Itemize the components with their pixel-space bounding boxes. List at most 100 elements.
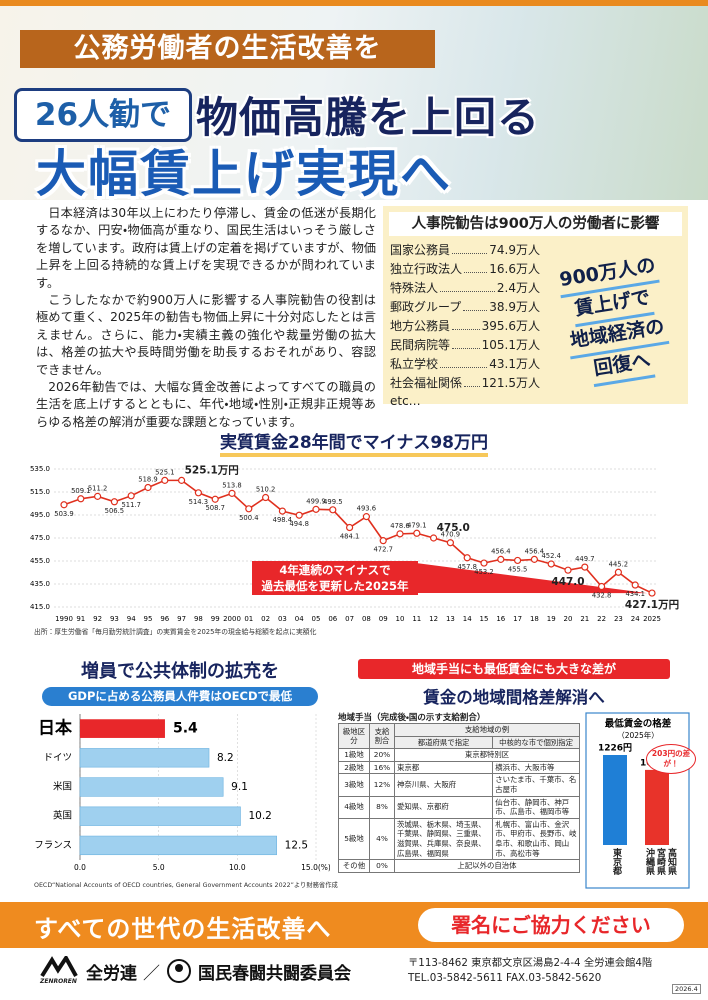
point: [648, 589, 656, 597]
x-tick-label: 2000: [223, 615, 241, 623]
table-header-row: 級地区分 支給割合 支給地域の例: [338, 722, 580, 750]
impact-row: 私立学校 43.1万人: [390, 354, 540, 373]
zenroren-logo: ZENROREN: [40, 954, 80, 986]
value-label: 500.4: [239, 514, 258, 522]
y-tick-label: 435.0: [30, 580, 50, 588]
table-header: 支給割合: [369, 722, 395, 750]
value-label: 5.4: [173, 721, 198, 737]
table-cell: 札幌市、富山市、金沢市、甲府市、長野市、岐阜市、和歌山市、岡山市、高松市等: [492, 817, 580, 861]
value-label: 511.7: [121, 501, 140, 509]
bar: [80, 719, 165, 738]
impact-row: 社会福祉関係 121.5万人: [390, 373, 540, 392]
x-tick-label: 04: [295, 615, 304, 623]
x-tick-label: 19: [547, 615, 556, 623]
intro: 日本経済は30年以上にわたり停滞し、賃金の低迷が長期化するなか、円安・物価高が重…: [36, 205, 376, 431]
value-label: 503.9: [54, 510, 73, 518]
category-label: 日本: [38, 718, 73, 739]
table-row: 5級地 4% 茨城県、栃木県、埼玉県、千葉県、静岡県、三重県、滋賀県、兵庫県、奈良県…: [338, 817, 580, 861]
bar: [79, 806, 241, 826]
impact-value: 16.6万人: [489, 262, 540, 276]
impact-row: 地方公務員 395.6万人: [390, 316, 540, 335]
chart-subtitle: （2025年）: [617, 730, 659, 740]
y-tick-label: 495.0: [30, 511, 50, 519]
table-cell: 神奈川県、大阪府: [393, 773, 494, 797]
x-tick-label: 99: [211, 615, 220, 623]
value-label: 1226円: [598, 743, 632, 754]
x-tick-label: 94: [127, 615, 136, 623]
y-tick-label: 415.0: [30, 603, 50, 611]
value-label: 452.4: [541, 552, 560, 560]
impact-value: 395.6万人: [481, 319, 540, 333]
value-label: 478.6: [390, 522, 409, 530]
chart-title-text: 実質賃金28年間でマイナス98万円: [220, 433, 488, 457]
value-label: 475.0: [437, 522, 470, 534]
x-tick-label: 05: [312, 615, 321, 623]
value-label: 494.8: [289, 520, 308, 528]
table-cell: その他: [338, 859, 370, 873]
x-tick-label: 08: [362, 615, 371, 623]
leader: [463, 302, 488, 311]
value-label: 479.1: [407, 521, 426, 529]
organization: 全労連: [86, 963, 137, 984]
table-cell: 仙台市、静岡市、神戸市、広島市、福岡市等: [492, 795, 580, 819]
value-label: 470.9: [441, 531, 460, 539]
value-label: 472.7: [373, 546, 392, 554]
x-tick-label: 13: [446, 615, 455, 623]
banner: 地域手当にも最低賃金にも大きな差が: [358, 659, 670, 679]
x-tick-label: 15.0(%): [301, 863, 330, 872]
leader: [452, 321, 480, 330]
x-tick-label: 07: [345, 615, 354, 623]
point: [631, 581, 639, 589]
table-cell: 愛知県、京都府: [393, 795, 494, 819]
x-tick-label: 06: [328, 615, 337, 623]
impact-label: 国家公務員: [390, 243, 451, 257]
paragraph: 日本経済は30年以上にわたり停滞し、賃金の低迷が長期化するなか、円安・物価高が重…: [36, 206, 376, 290]
y-tick-label: 455.0: [30, 557, 50, 565]
petition-button: 署名にご協力ください: [418, 908, 684, 942]
point: [362, 513, 370, 521]
section-title: 賃金の地域間格差解消へ: [423, 688, 605, 707]
value-label: 525.1: [155, 468, 174, 476]
table-header-row: 都道府県で指定 中核的な市で個別指定: [339, 735, 580, 750]
x-tick-label: 15: [480, 615, 489, 623]
point: [161, 476, 169, 484]
point: [110, 498, 119, 506]
value-label: 449.7: [575, 555, 594, 563]
chart-title: 実質賃金28年間でマイナス98万円: [0, 428, 708, 457]
table-cell: 4級地: [338, 795, 370, 819]
chart-subtitle: GDPに占める公務員人件費はOECDで最低: [42, 687, 318, 706]
x-tick-label: 17: [513, 615, 522, 623]
point: [614, 568, 623, 576]
point: [312, 505, 320, 513]
x-tick-label: 22: [597, 615, 606, 623]
value-label: 499.9: [306, 497, 325, 505]
point: [497, 555, 505, 563]
value-label: 511.2: [88, 484, 107, 492]
table-cell: 横浜市、大阪市等: [492, 760, 580, 775]
table-cell: 東京都: [393, 760, 494, 775]
point: [329, 506, 337, 514]
table-cell: 5級地: [338, 817, 370, 861]
point: [530, 555, 539, 563]
value-label: 12.5: [285, 839, 308, 851]
impact-value: 43.1万人: [489, 357, 540, 371]
allowance-table: 級地区分 支給割合 支給地域の例 都道府県で指定 中核的な市で個別指定 1級地 20% 東京都…: [338, 722, 580, 873]
impact-box: [383, 206, 688, 404]
chart-title: 最低賃金の格差: [605, 718, 672, 730]
organization: 国民春闘共闘委員会: [198, 963, 351, 984]
point: [178, 476, 186, 484]
category-label: 米国: [53, 781, 72, 793]
impact-value: 2.4万人: [496, 281, 540, 295]
point: [211, 495, 219, 503]
logos: ZENROREN 全労連 ／ 国民春闘共闘委員会: [40, 954, 351, 986]
x-tick-label: 2025: [643, 615, 661, 623]
table-cell: 8%: [369, 795, 395, 819]
x-tick-label: 11: [412, 615, 421, 623]
value-label: 493.6: [357, 505, 376, 513]
x-tick-label: 02: [261, 615, 270, 623]
point: [480, 559, 488, 567]
value-label: 508.7: [205, 504, 224, 512]
bar: [79, 777, 224, 797]
value-label: 427.1万円: [625, 599, 679, 611]
logo-shape: [175, 964, 183, 972]
